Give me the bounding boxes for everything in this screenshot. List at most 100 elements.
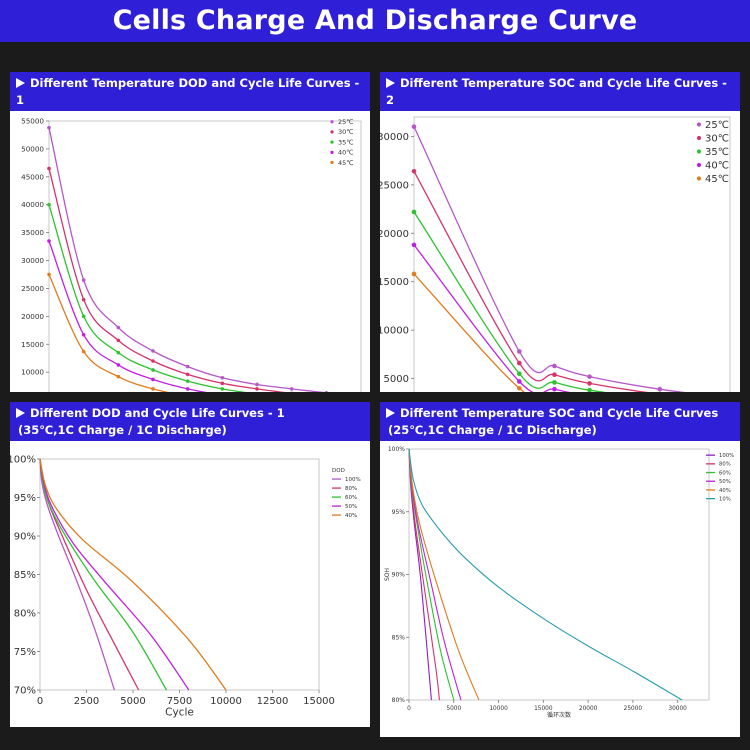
page-title: Cells Charge And Discharge Curve bbox=[112, 5, 638, 36]
y-tick-label: 95% bbox=[392, 509, 406, 516]
series-line-30℃ bbox=[413, 170, 649, 392]
data-point bbox=[552, 386, 557, 392]
data-point bbox=[411, 209, 417, 215]
y-tick-label: 80% bbox=[14, 609, 36, 620]
series-line-40% bbox=[39, 458, 227, 691]
y-tick-label: 10000 bbox=[21, 368, 44, 377]
y-tick-label: 75% bbox=[14, 647, 36, 658]
y-tick-label: 20000 bbox=[21, 312, 44, 321]
chart-3-svg: 70% 75% 80% 85% 90% 95% 100% 0 2500 5000 7500 10000… bbox=[10, 455, 361, 719]
y-tick-label: 5000 bbox=[384, 374, 409, 385]
series-line-25℃ bbox=[48, 127, 325, 392]
y-tick-label: 35000 bbox=[21, 228, 44, 237]
data-point bbox=[81, 278, 86, 282]
y-tick-label: 40000 bbox=[21, 200, 44, 209]
data-point bbox=[255, 382, 259, 387]
legend-label: 40% bbox=[345, 513, 357, 519]
y-tick-label: 20000 bbox=[380, 229, 409, 240]
legend-marker bbox=[330, 160, 334, 165]
y-tick-label: 10000 bbox=[380, 326, 409, 337]
panel-2-title: Different Temperature SOC and Cycle Life… bbox=[386, 76, 727, 107]
data-point bbox=[47, 202, 51, 207]
data-point bbox=[517, 371, 522, 377]
play-triangle-icon bbox=[386, 408, 395, 418]
data-point bbox=[116, 325, 121, 330]
legend-label: 35℃ bbox=[338, 138, 354, 146]
x-tick-label: 7500 bbox=[167, 696, 192, 707]
y-tick-label: 100% bbox=[388, 446, 405, 453]
data-point bbox=[517, 349, 522, 354]
legend-marker bbox=[330, 130, 334, 134]
data-point bbox=[151, 368, 155, 372]
x-tick-label: 30000 bbox=[668, 706, 687, 712]
legend-title: DOD bbox=[332, 468, 345, 474]
x-tick-label: 0 bbox=[37, 696, 43, 707]
data-point bbox=[47, 239, 51, 243]
data-point bbox=[185, 379, 190, 383]
panel-3-header: Different DOD and Cycle Life Curves - 1 … bbox=[10, 402, 370, 441]
y-tick-label: 50000 bbox=[21, 144, 44, 153]
legend-marker bbox=[696, 162, 702, 168]
series-line-60% bbox=[408, 448, 455, 701]
data-point bbox=[116, 374, 121, 379]
series-line-35℃ bbox=[48, 204, 247, 392]
plot-frame bbox=[413, 116, 731, 392]
series-line-100% bbox=[39, 458, 116, 691]
y-axis-label: SOH bbox=[384, 568, 391, 581]
panel-3-title: Different DOD and Cycle Life Curves - 1 bbox=[30, 406, 285, 420]
y-tick-label: 95% bbox=[14, 493, 36, 504]
legend-label: 80% bbox=[345, 486, 357, 492]
data-point bbox=[552, 372, 557, 377]
series-line-10% bbox=[408, 448, 683, 701]
series-line-35℃ bbox=[413, 211, 607, 392]
legend-label: 10% bbox=[719, 497, 731, 503]
data-point bbox=[220, 387, 225, 391]
data-point bbox=[220, 381, 225, 386]
data-point bbox=[47, 166, 51, 171]
y-tick-label: 15000 bbox=[380, 277, 409, 288]
data-point bbox=[151, 349, 155, 353]
data-point bbox=[116, 350, 121, 355]
panel-4-subtitle: (25℃,1C Charge / 1C Discharge) bbox=[388, 422, 597, 437]
legend-label: 50% bbox=[719, 479, 731, 485]
data-point bbox=[587, 381, 592, 386]
y-tick-label: 90% bbox=[14, 532, 36, 543]
data-point bbox=[552, 380, 557, 385]
data-point bbox=[185, 364, 190, 369]
data-point bbox=[81, 332, 86, 337]
panel-4-title: Different Temperature SOC and Cycle Life… bbox=[400, 406, 719, 420]
data-point bbox=[324, 391, 328, 392]
legend-label: 60% bbox=[719, 470, 731, 476]
data-point bbox=[220, 375, 225, 380]
y-tick-label: 90% bbox=[392, 572, 406, 579]
x-tick-label: 10000 bbox=[489, 706, 508, 712]
data-point bbox=[517, 379, 522, 384]
x-axis-label: 循环次数 bbox=[547, 711, 571, 719]
legend-marker bbox=[330, 140, 334, 144]
legend-marker bbox=[696, 135, 702, 141]
panel-2-subtitle: (1C Charge / 1C Discharge) bbox=[388, 109, 563, 123]
x-tick-label: 0 bbox=[407, 706, 411, 712]
chart-panel-3: Different DOD and Cycle Life Curves - 1 … bbox=[10, 402, 370, 727]
data-point bbox=[289, 387, 294, 391]
x-tick-label: 2500 bbox=[74, 696, 99, 707]
y-tick-label: 100% bbox=[10, 455, 36, 466]
data-point bbox=[116, 363, 121, 367]
panel-4-header: Different Temperature SOC and Cycle Life… bbox=[380, 402, 740, 441]
data-point bbox=[185, 387, 190, 391]
play-triangle-icon bbox=[16, 78, 25, 88]
chart-panel-4: Different Temperature SOC and Cycle Life… bbox=[380, 402, 740, 737]
play-triangle-icon bbox=[386, 78, 395, 88]
y-tick-label: 30000 bbox=[21, 256, 44, 265]
data-point bbox=[81, 314, 86, 319]
legend-label: 40℃ bbox=[338, 149, 354, 157]
data-point bbox=[185, 372, 190, 377]
y-tick-label: 45000 bbox=[21, 172, 44, 181]
data-point bbox=[587, 387, 592, 392]
series-line-60% bbox=[39, 458, 168, 691]
data-point bbox=[151, 359, 155, 363]
x-tick-label: 5000 bbox=[446, 706, 461, 712]
series-line-40℃ bbox=[48, 240, 208, 392]
data-point bbox=[151, 377, 155, 382]
legend-marker bbox=[696, 176, 702, 181]
